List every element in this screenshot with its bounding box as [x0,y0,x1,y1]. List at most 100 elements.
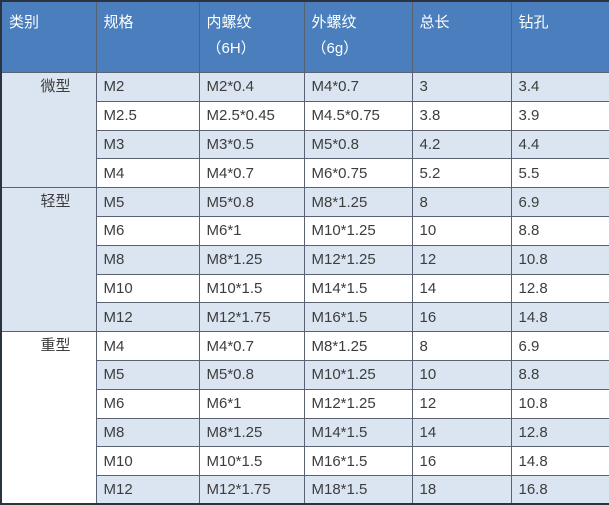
table-cell: 14 [411,417,512,448]
column-header-internal-thread: 内螺纹 （6H） [198,0,305,73]
table-cell: 3 [411,72,512,102]
table-cell: M6*1 [198,388,305,419]
table-cell: M4 [95,158,200,189]
table-cell: M2.5 [95,100,200,131]
table-cell: 10.8 [510,244,609,275]
table-cell: 14 [411,273,512,304]
column-header-subline: （6g） [311,40,359,57]
table-cell: 6.9 [510,331,609,361]
group-label: 重型 [40,337,71,355]
column-header-total-length: 总长 [411,0,512,73]
column-header-drill-hole: 钻孔 [510,0,609,73]
table-cell: 12.8 [510,273,609,304]
table-cell: M16*1.5 [303,302,413,333]
table-row: M8 M8*1.25 M14*1.5 14 12.8 [1,417,609,448]
table-cell: M8*1.25 [303,331,413,361]
table-cell: M16*1.5 [303,446,413,477]
table-row: M5 M5*0.8 M10*1.25 10 8.8 [1,359,609,390]
table-row: 轻型 M5 M5*0.8 M8*1.25 8 6.9 [0,187,609,333]
group-cell-heavy: 重型 [0,331,97,505]
table-cell: 10 [411,215,512,246]
table-cell: 4.2 [411,129,512,160]
table-cell: 5.2 [411,158,512,189]
table-cell: M14*1.5 [303,417,413,448]
table-cell: M5 [95,187,200,217]
table-cell: M6 [95,215,200,246]
table-cell: M18*1.5 [303,475,413,505]
table-cell: M3 [95,129,200,160]
group-label: 微型 [40,78,71,95]
table-cell: M2 [95,72,200,102]
column-header-external-thread: 外螺纹 （6g） [303,0,413,73]
table-cell: M8*1.25 [198,417,305,448]
table-cell: M8*1.25 [198,244,305,275]
table-cell: M10*1.5 [198,446,305,477]
table-cell: M12 [95,475,200,505]
table-cell: M8 [95,417,200,448]
table-row: M2.5 M2.5*0.45 M4.5*0.75 3.8 3.9 [1,100,609,131]
table-row: 重型 M4 M4*0.7 M8*1.25 8 6.9 [0,331,609,505]
column-header-label: 钻孔 [518,14,549,31]
table-cell: M4 [95,331,200,361]
table-cell: M10*1.25 [303,359,413,390]
table-cell: M4*0.7 [198,158,305,189]
table-cell: M5 [95,359,200,390]
table-cell: M2.5*0.45 [198,100,305,131]
column-header-label: 类别 [9,14,40,31]
table-cell: 18 [411,475,512,505]
table-cell: M5*0.8 [198,359,305,390]
table-cell: M4*0.7 [303,72,413,102]
table-cell: 10 [411,359,512,390]
table-row: M6 M6*1 M12*1.25 12 10.8 [1,388,609,419]
column-header-subline: （6H） [206,40,256,57]
table-cell: M6*1 [198,215,305,246]
column-header-label: 规格 [103,14,134,31]
table-cell: 16 [411,302,512,333]
group-cell-micro: 微型 [0,71,97,189]
table-row: 微型 M2 M2*0.4 M4*0.7 3 3.4 [0,71,609,189]
table-cell: M5*0.8 [303,129,413,160]
table-row: M10 M10*1.5 M16*1.5 16 14.8 [1,446,609,477]
table-cell: M5*0.8 [198,187,305,217]
table-cell: M2*0.4 [198,72,305,102]
table-cell: 8 [411,187,512,217]
column-header-spec: 规格 [95,0,200,73]
table-cell: 16 [411,446,512,477]
table-cell: M3*0.5 [198,129,305,160]
table-cell: M12*1.25 [303,388,413,419]
table-cell: 12 [411,244,512,275]
column-header-category: 类别 [0,0,97,73]
table-cell: 12.8 [510,417,609,448]
table-cell: M4.5*0.75 [303,100,413,131]
table-cell: M6 [95,388,200,419]
table-cell: M6*0.75 [303,158,413,189]
table-row: M10 M10*1.5 M14*1.5 14 12.8 [1,273,609,304]
table-cell: 8.8 [510,215,609,246]
column-header-label: 总长 [419,14,450,31]
table-cell: M14*1.5 [303,273,413,304]
table-cell: M12*1.75 [198,302,305,333]
group-cell-light: 轻型 [0,187,97,333]
table-cell: 14.8 [510,446,609,477]
column-header-label: 外螺纹 [311,14,357,31]
table-cell: 12 [411,388,512,419]
column-header-label: 内螺纹 [206,14,252,31]
table-cell: 14.8 [510,302,609,333]
table-cell: 6.9 [510,187,609,217]
table-cell: M12 [95,302,200,333]
table-cell: 8.8 [510,359,609,390]
table-cell: M10 [95,273,200,304]
table-cell: M8 [95,244,200,275]
table-row: M8 M8*1.25 M12*1.25 12 10.8 [1,244,609,275]
table-cell: 5.5 [510,158,609,189]
table-cell: 16.8 [510,475,609,505]
table-cell: M4*0.7 [198,331,305,361]
table-cell: 10.8 [510,388,609,419]
table-cell: 8 [411,331,512,361]
header-row: 类别 规格 内螺纹 （6H） 外螺纹 （6g） 总长 钻孔 [0,0,609,73]
table-cell: M10 [95,446,200,477]
table-row: M3 M3*0.5 M5*0.8 4.2 4.4 [1,129,609,160]
table-cell: M8*1.25 [303,187,413,217]
table-cell: 3.4 [510,72,609,102]
